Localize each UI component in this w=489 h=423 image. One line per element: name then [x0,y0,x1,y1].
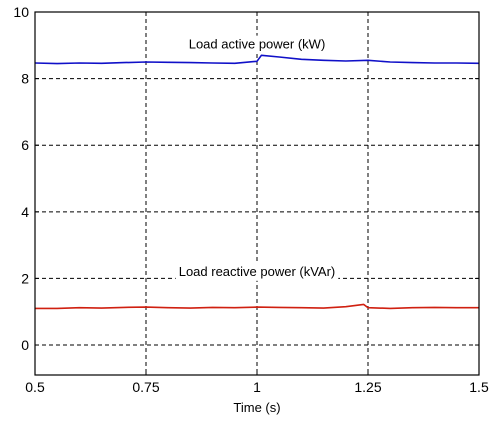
x-tick-label: 0.75 [132,379,159,395]
annotation-background [185,35,329,54]
x-tick-label: 1.5 [469,379,489,395]
y-tick-label: 4 [21,204,29,220]
x-axis-title: Time (s) [233,400,280,415]
x-tick-label: 0.5 [25,379,45,395]
y-tick-label: 2 [21,270,29,286]
x-tick-label: 1 [253,379,261,395]
y-tick-label: 6 [21,137,29,153]
series-line-2 [35,303,479,310]
series-line-1 [34,54,480,65]
x-tick-label: 1.25 [354,379,381,395]
grid-layer [35,12,479,375]
tick-layer [34,11,480,375]
annotation-label-2: Load reactive power (kVAr) [179,264,336,279]
y-tick-label: 0 [21,337,29,353]
series-layer [34,54,480,310]
y-tick-label: 10 [13,4,29,20]
annotation-layer: Load active power (kW) Load reactive powe… [175,35,339,281]
annotation-label-1: Load active power (kW) [189,37,326,52]
annotation-background [175,262,339,281]
y-tick-label: 8 [21,71,29,87]
label-layer: 0.5 0.75 1 1.25 1.5 0 2 4 6 8 10 [13,4,489,395]
